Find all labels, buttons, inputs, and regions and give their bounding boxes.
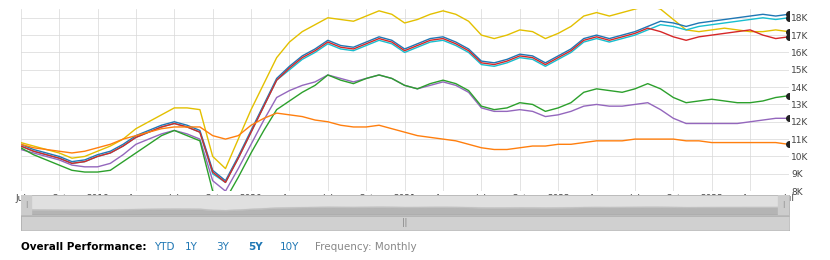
Text: 3Y: 3Y bbox=[217, 242, 230, 252]
Text: YTD: YTD bbox=[154, 242, 174, 252]
Text: Overall Performance:: Overall Performance: bbox=[21, 242, 146, 252]
Text: Frequency: Monthly: Frequency: Monthly bbox=[315, 242, 417, 252]
Text: 10Y: 10Y bbox=[280, 242, 299, 252]
Text: 5Y: 5Y bbox=[248, 242, 263, 252]
Text: |: | bbox=[782, 201, 784, 208]
Text: 1Y: 1Y bbox=[185, 242, 198, 252]
Text: ||: || bbox=[402, 218, 408, 228]
Bar bbox=[21, 195, 31, 214]
Bar bbox=[779, 195, 788, 214]
Text: |: | bbox=[25, 201, 27, 208]
